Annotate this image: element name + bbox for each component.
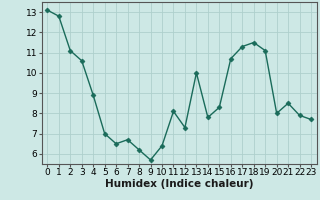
X-axis label: Humidex (Indice chaleur): Humidex (Indice chaleur) [105, 179, 253, 189]
